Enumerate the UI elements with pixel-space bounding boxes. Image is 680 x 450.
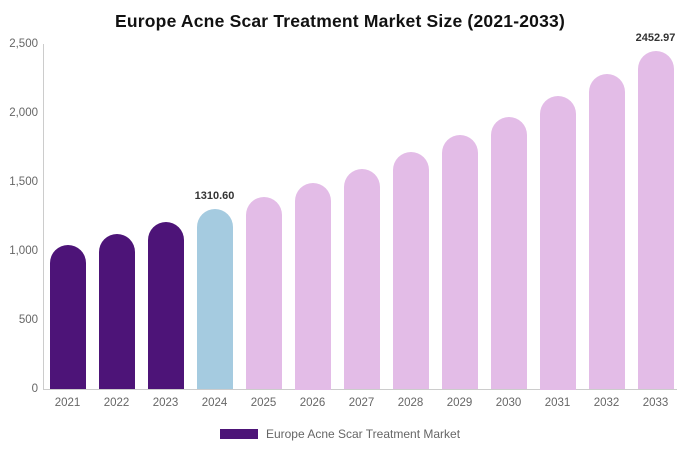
legend-label: Europe Acne Scar Treatment Market	[265, 427, 461, 441]
chart-title: Europe Acne Scar Treatment Market Size (…	[115, 11, 565, 31]
bar-2027[interactable]	[343, 168, 380, 390]
x-axis-tick-label-2031: 2031	[544, 397, 571, 409]
legend[interactable]: Europe Acne Scar Treatment Market	[0, 426, 680, 442]
x-axis-tick-label-2027: 2027	[348, 397, 375, 409]
bar-value-label-2024: 1310.60	[194, 189, 235, 202]
x-axis-tick-label-2023: 2023	[152, 397, 179, 409]
x-axis-tick-label-2029: 2029	[446, 397, 473, 409]
x-axis-tick-label-2022: 2022	[103, 397, 130, 409]
x-axis-tick-label-2025: 2025	[250, 397, 277, 409]
bar-2032[interactable]	[588, 74, 625, 390]
bar-2023[interactable]	[147, 221, 184, 390]
x-axis-tick-label-2033: 2033	[642, 397, 669, 409]
x-axis-line	[43, 389, 677, 390]
y-axis-line	[43, 44, 44, 390]
y-axis-tick-label: 500	[18, 314, 38, 326]
bar-2028[interactable]	[392, 152, 429, 390]
x-axis-tick-label-2024: 2024	[201, 397, 228, 409]
bar-2026[interactable]	[294, 182, 331, 390]
x-axis-tick-label-2030: 2030	[495, 397, 522, 409]
bar-2022[interactable]	[98, 233, 135, 390]
bar-2024[interactable]	[196, 208, 233, 390]
bar-value-label-2033: 2452.97	[635, 31, 676, 44]
y-axis-tick-label: 0	[31, 383, 38, 395]
bar-2030[interactable]	[490, 116, 527, 390]
x-axis-tick-label-2021: 2021	[54, 397, 81, 409]
bar-2025[interactable]	[245, 196, 282, 390]
bar-2033[interactable]	[637, 50, 674, 390]
y-axis-tick-label: 1,500	[9, 176, 38, 188]
x-axis-tick-label-2032: 2032	[593, 397, 620, 409]
bar-2021[interactable]	[49, 244, 86, 390]
y-axis-tick-label: 2,000	[9, 107, 38, 119]
x-axis-tick-label-2026: 2026	[299, 397, 326, 409]
y-axis-tick-label: 2,500	[9, 38, 38, 50]
bar-2029[interactable]	[441, 134, 478, 390]
legend-swatch-icon	[219, 429, 258, 439]
x-axis-tick-label-2028: 2028	[397, 397, 424, 409]
bar-2031[interactable]	[539, 96, 576, 390]
y-axis-tick-label: 1,000	[9, 245, 38, 257]
